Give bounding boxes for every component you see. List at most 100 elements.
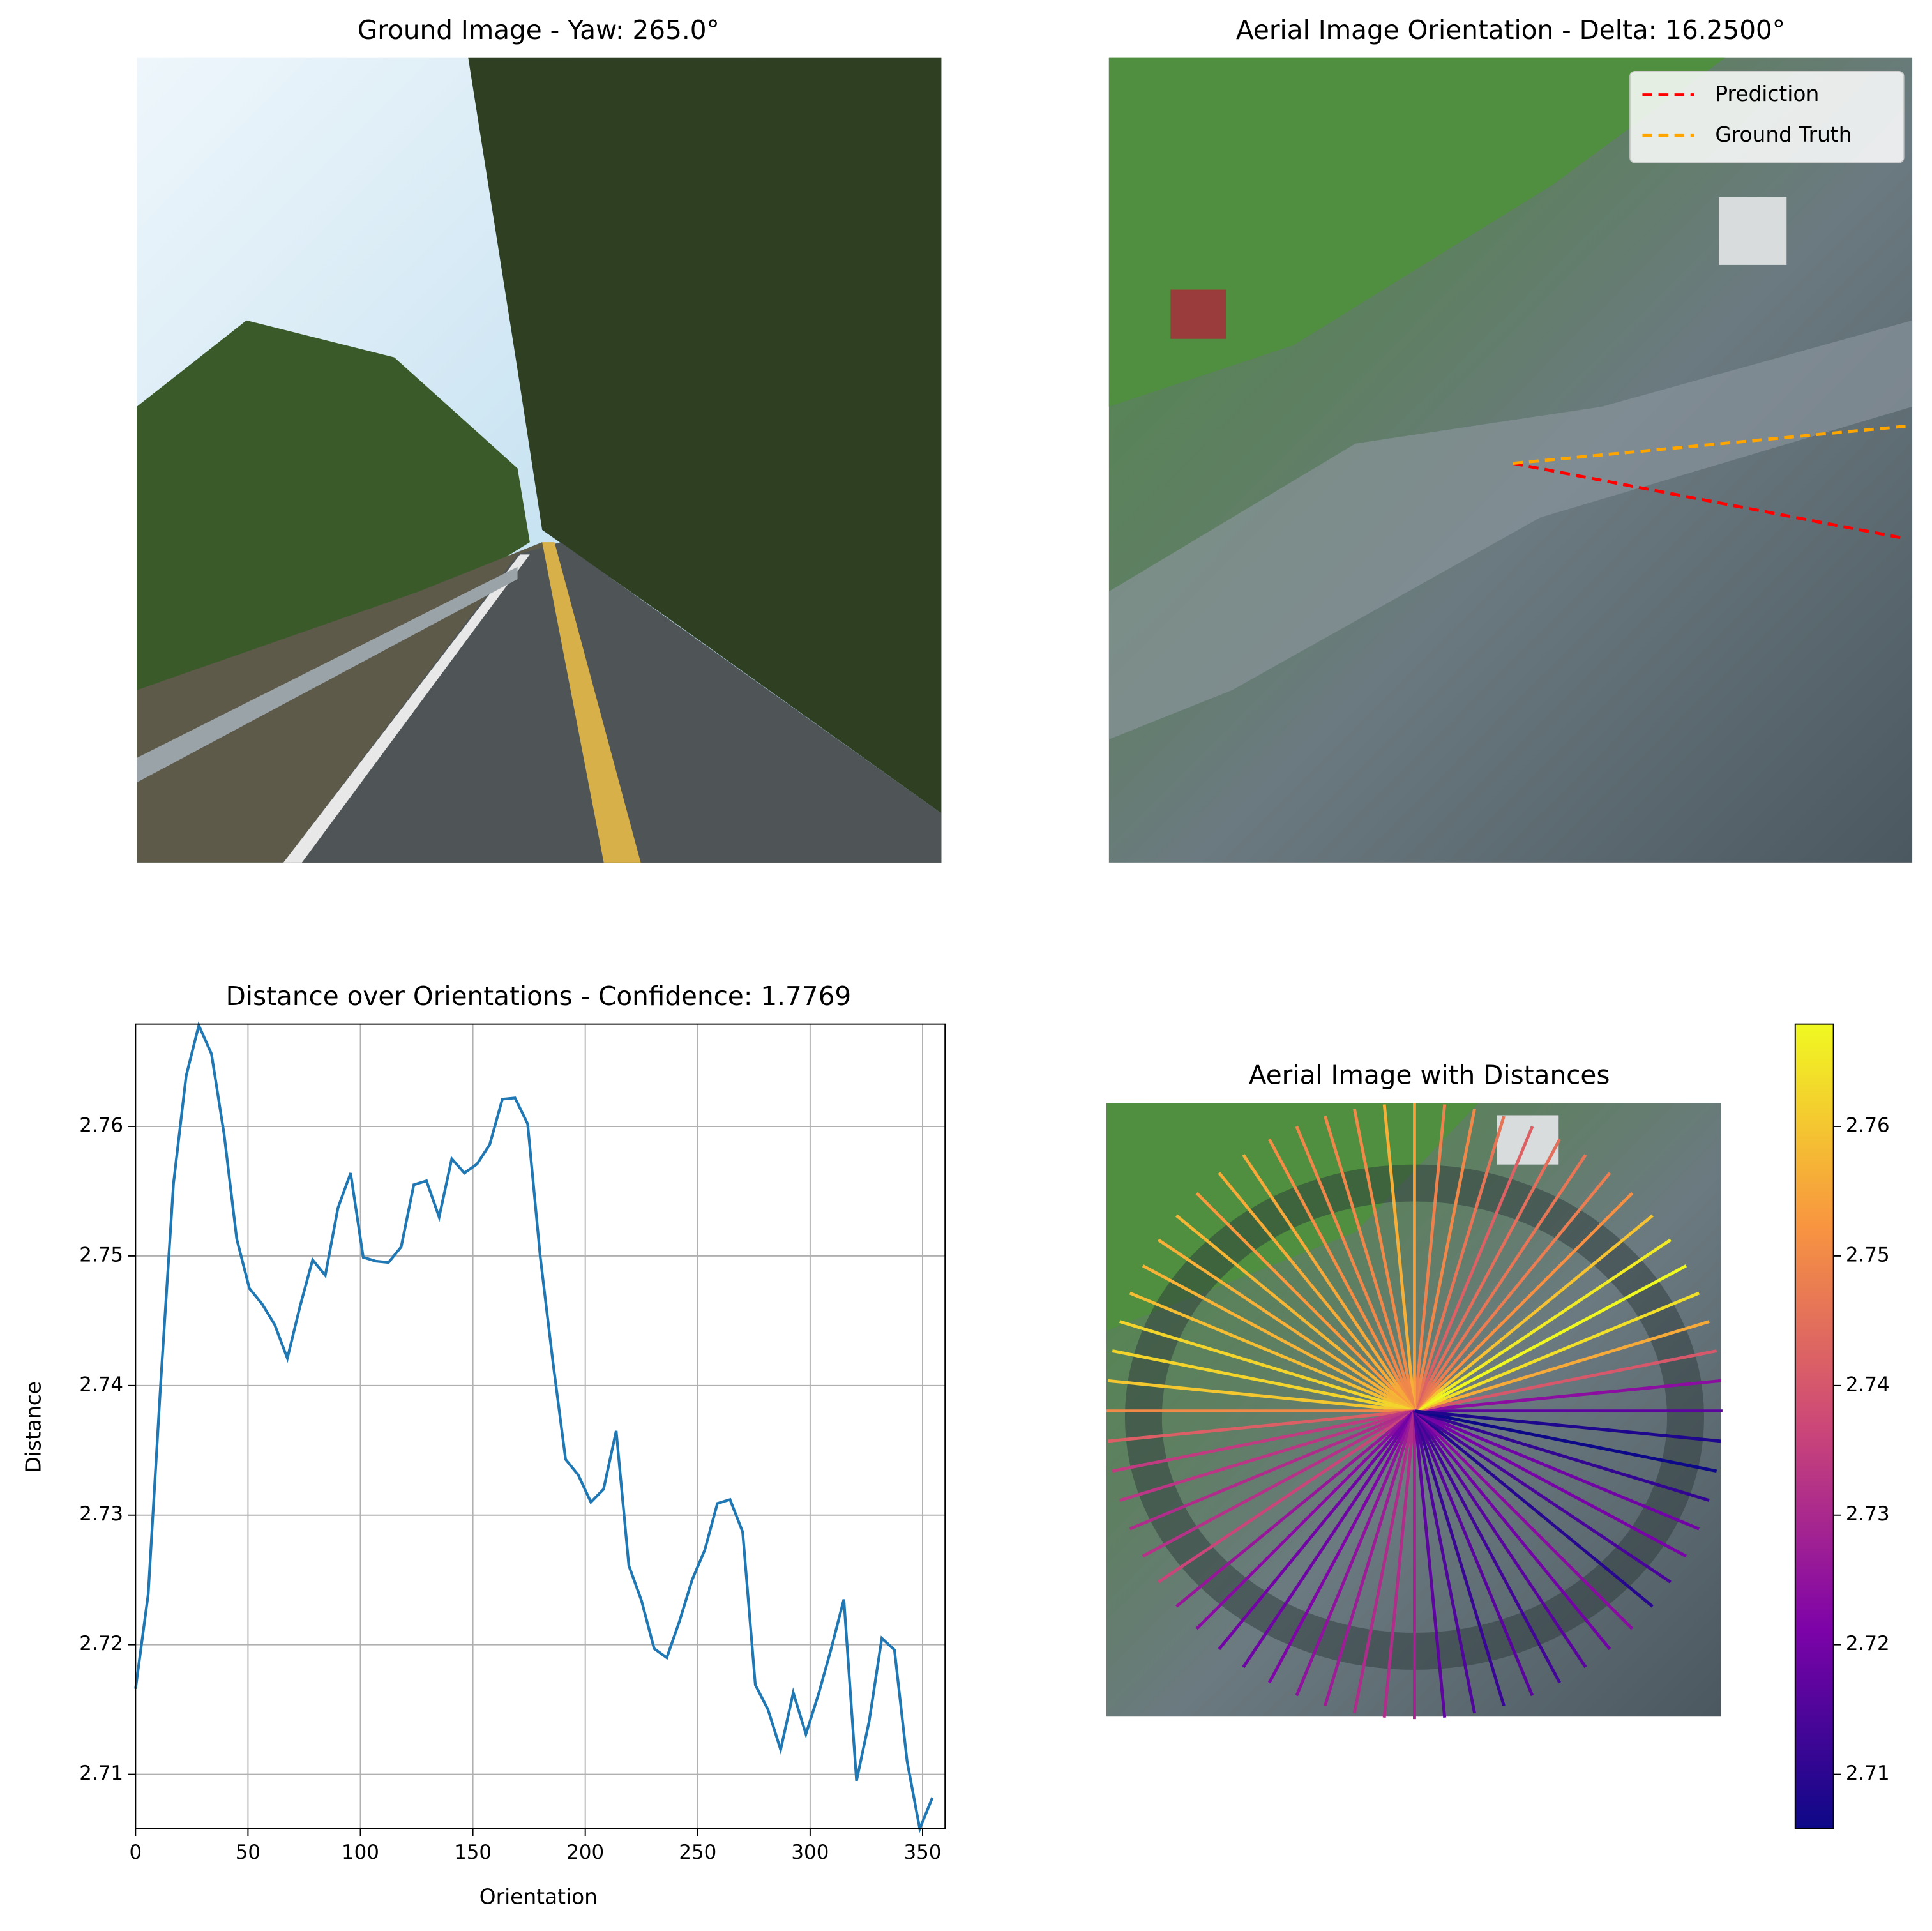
distance-ray: [1267, 1410, 1416, 1684]
distance-ray: [1414, 1409, 1717, 1473]
ground-image: [137, 57, 942, 863]
legend-label: Prediction: [1715, 82, 1819, 106]
distance-ray: [1414, 1320, 1710, 1412]
distance-ray: [1108, 1409, 1415, 1443]
orientation-line: [1513, 462, 1901, 540]
distance-ray: [1413, 1410, 1587, 1669]
distance-ray: [1157, 1238, 1415, 1412]
y-tick-label: 2.73: [79, 1503, 123, 1526]
distance-ray: [1414, 1409, 1710, 1502]
x-tick-label: 100: [342, 1841, 379, 1864]
x-tick-label: 50: [236, 1841, 260, 1864]
distance-ray: [1295, 1410, 1416, 1697]
distance-ray: [1414, 1264, 1687, 1412]
distance-ray: [1157, 1409, 1415, 1584]
panel-title: Ground Image - Yaw: 265.0°: [358, 15, 720, 45]
distance-ray: [1414, 1238, 1672, 1412]
distance-ray: [1414, 1409, 1672, 1584]
colorbar: [1794, 1023, 1834, 1829]
distance-ray: [1119, 1320, 1415, 1412]
x-tick-label: 350: [904, 1841, 942, 1864]
y-tick-label: 2.74: [79, 1373, 123, 1396]
colorbar-tick-label: 2.74: [1846, 1373, 1890, 1396]
distance-ray: [1324, 1410, 1416, 1707]
distance-ray: [1413, 1410, 1611, 1651]
distance-ray: [1119, 1409, 1415, 1502]
orientation-line: [1513, 425, 1906, 466]
colorbar-tick-label: 2.75: [1846, 1243, 1890, 1266]
distance-ray: [1413, 1104, 1447, 1411]
distance-ray: [1414, 1349, 1717, 1412]
y-axis-label: Distance: [22, 1381, 46, 1473]
distance-ray: [1414, 1409, 1687, 1558]
radial-lines: [1106, 1103, 1723, 1720]
distance-ray: [1414, 1409, 1700, 1531]
distance-ray: [1413, 1139, 1562, 1412]
distance-ray: [1142, 1409, 1415, 1558]
colorbar-ticks: 2.71 2.72 2.73 2.74 2.75 2.76: [1833, 1114, 1890, 1785]
data-line: [134, 1021, 934, 1834]
distance-ray: [1242, 1410, 1416, 1669]
distance-ray: [1413, 1172, 1611, 1412]
distance-ray: [1295, 1125, 1416, 1412]
distance-ray: [1413, 1116, 1506, 1412]
x-tick-label: 0: [129, 1841, 142, 1864]
distance-ray: [1175, 1409, 1415, 1608]
legend-box: [1629, 70, 1905, 163]
x-tick-label: 300: [791, 1841, 829, 1864]
distance-ray: [1382, 1104, 1416, 1411]
x-axis-label: Orientation: [479, 1884, 598, 1909]
y-tick-label: 2.72: [79, 1632, 123, 1655]
y-tick-label: 2.75: [79, 1243, 123, 1266]
legend-label: Ground Truth: [1715, 123, 1852, 147]
distance-ray: [1413, 1410, 1534, 1697]
distance-ray: [1352, 1411, 1416, 1714]
distance-ray: [1352, 1108, 1416, 1412]
orientation-lines: [1513, 425, 1906, 540]
line-chart: 0 50 100 150 200 250 300 350 2.71 2.72 2.73 2.74 2.7…: [79, 1021, 946, 1864]
distance-ray: [1413, 1214, 1654, 1412]
distance-ray: [1413, 1411, 1447, 1718]
distance-ray: [1413, 1192, 1634, 1412]
panel-title: Aerial Image Orientation - Delta: 16.250…: [1236, 15, 1785, 45]
distance-ray: [1413, 1411, 1476, 1714]
legend: Prediction Ground Truth: [1642, 82, 1852, 147]
distance-ray: [1324, 1116, 1416, 1412]
distance-ray: [1413, 1154, 1587, 1412]
distance-ray: [1112, 1409, 1415, 1473]
distance-ray: [1142, 1264, 1415, 1412]
distance-ray: [1414, 1291, 1700, 1412]
aerial-image: [1108, 57, 1913, 863]
distance-ray: [1195, 1409, 1416, 1630]
distance-ray: [1267, 1139, 1416, 1412]
distance-ray: [1242, 1154, 1416, 1412]
distance-ray: [1382, 1411, 1416, 1718]
y-tick-label: 2.76: [79, 1114, 123, 1137]
distance-ray: [1413, 1410, 1562, 1684]
distance-ray: [1413, 1108, 1476, 1412]
distance-ray: [1175, 1214, 1415, 1412]
x-tick-label: 200: [566, 1841, 604, 1864]
distance-ray: [1413, 1409, 1654, 1608]
distance-ray: [1414, 1379, 1721, 1413]
panel-title: Distance over Orientations - Confidence:…: [226, 981, 852, 1011]
distance-ray: [1218, 1172, 1416, 1412]
colorbar-tick-label: 2.72: [1846, 1632, 1890, 1655]
distance-ray: [1413, 1125, 1534, 1412]
distance-ray: [1413, 1409, 1634, 1630]
colorbar-tick-label: 2.76: [1846, 1114, 1890, 1137]
distance-ray: [1414, 1409, 1721, 1443]
plot-frame: [135, 1023, 946, 1829]
distance-ray: [1218, 1410, 1416, 1651]
distance-ray: [1129, 1291, 1415, 1412]
distance-ray: [1195, 1192, 1416, 1412]
distance-ray: [1108, 1379, 1415, 1413]
colorbar-tick-label: 2.71: [1846, 1762, 1890, 1785]
y-tick-label: 2.71: [79, 1762, 123, 1785]
x-tick-label: 250: [679, 1841, 716, 1864]
distance-ray: [1129, 1409, 1415, 1531]
panel-title: Aerial Image with Distances: [1249, 1060, 1610, 1091]
x-tick-label: 150: [454, 1841, 492, 1864]
